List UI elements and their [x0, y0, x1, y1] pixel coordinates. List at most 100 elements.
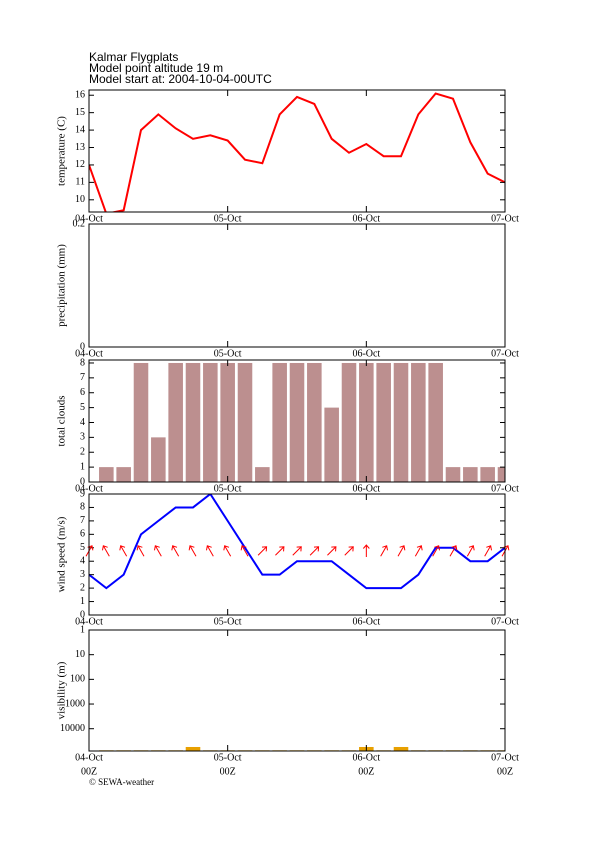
x-tick-label: 00Z [81, 766, 97, 777]
y-tick-label: 0 [80, 341, 85, 352]
bar [393, 362, 409, 482]
x-tick-label: 04-Oct [75, 213, 103, 224]
bar [341, 362, 357, 482]
bar [237, 362, 253, 482]
wind-arrow [188, 545, 197, 557]
wind-arrow [119, 545, 128, 557]
bar [480, 467, 495, 482]
y-tick-label: 8 [80, 357, 85, 368]
y-tick-label: 16 [75, 90, 85, 101]
wind-arrow [327, 546, 337, 556]
x-tick-label: 00Z [220, 766, 236, 777]
bar [445, 467, 461, 482]
x-tick-label: 07-Oct [491, 752, 519, 763]
x-tick-label: 06-Oct [352, 483, 380, 494]
bar [376, 362, 391, 482]
x-tick-label: 05-Oct [214, 213, 242, 224]
x-tick-label: 06-Oct [352, 348, 380, 359]
bar [497, 467, 505, 482]
y-tick-label: 5 [80, 402, 85, 413]
x-tick-label: 06-Oct [352, 616, 380, 627]
bar [324, 407, 339, 482]
wind-arrow [449, 545, 458, 557]
wind-arrow [205, 545, 214, 557]
y-tick-label: 8 [80, 502, 85, 513]
wind-arrow [397, 545, 406, 557]
wind-arrow [380, 545, 389, 557]
y-tick-label: 4 [80, 556, 85, 567]
y-tick-label: 10 [75, 194, 85, 205]
y-tick-label: 13 [75, 142, 85, 153]
wind-arrow [362, 544, 370, 557]
x-tick-label: 05-Oct [214, 752, 242, 763]
x-tick-label: 05-Oct [214, 483, 242, 494]
wind-arrow [414, 545, 423, 557]
y-tick-label: 0 [80, 476, 85, 487]
wind-arrow [136, 545, 145, 557]
wind-arrow [466, 545, 475, 557]
x-tick-label: 00Z [497, 766, 513, 777]
y-tick-label: 6 [80, 387, 85, 398]
x-tick-label: 05-Oct [214, 348, 242, 359]
bar [151, 437, 166, 482]
data-line [89, 92, 505, 212]
bar [428, 362, 443, 482]
x-tick-label: 07-Oct [491, 213, 519, 224]
bar [99, 467, 114, 482]
x-tick-label: 04-Oct [75, 483, 103, 494]
wind-arrow [223, 545, 232, 557]
footer: © SEWA-weather [89, 777, 154, 787]
y-axis-label: wind speed (m/s) [56, 516, 68, 592]
y-tick-label: 1000 [65, 698, 85, 709]
y-tick-label: 100 [70, 674, 85, 685]
bar [203, 362, 218, 482]
y-axis-label: total clouds [56, 395, 68, 446]
x-tick-label: 00Z [358, 766, 374, 777]
wind-arrow [484, 545, 493, 557]
y-tick-label: 7 [80, 372, 85, 383]
plot-area [99, 362, 505, 482]
y-tick-label: 10 [75, 649, 85, 660]
bar [133, 362, 149, 482]
bar [463, 467, 478, 482]
y-tick-label: 6 [80, 529, 85, 540]
x-tick-label: 04-Oct [75, 348, 103, 359]
wind-arrow [432, 545, 441, 557]
y-tick-label: 15 [75, 107, 85, 118]
bar [185, 362, 201, 482]
plot-area [99, 746, 505, 751]
wind-arrow [101, 545, 110, 557]
y-tick-label: 0.2 [73, 218, 86, 229]
plot-area [89, 92, 505, 212]
bar [220, 362, 235, 482]
y-tick-label: 2 [80, 582, 85, 593]
wind-arrow [344, 546, 354, 556]
header-line: Model start at: 2004-10-04-00UTC [89, 72, 272, 86]
wind-arrow [292, 546, 302, 556]
plot-frame [88, 359, 506, 483]
bar [272, 362, 287, 482]
y-tick-label: 10000 [60, 723, 85, 734]
y-axis-label: precipitation (mm) [56, 244, 68, 327]
x-tick-label: 04-Oct [75, 616, 103, 627]
plot-frame [88, 493, 506, 616]
wind-arrow [275, 546, 285, 556]
header-line: Model point altitude 19 m [89, 61, 223, 75]
plot-frame [88, 89, 506, 213]
x-tick-label: 07-Oct [491, 348, 519, 359]
x-tick-label: 05-Oct [214, 616, 242, 627]
y-axis-label: visibility (m) [56, 661, 68, 719]
y-tick-label: 7 [80, 515, 85, 526]
bar [116, 467, 131, 482]
bar [255, 467, 270, 482]
y-tick-label: 0 [80, 609, 85, 620]
bar [411, 362, 426, 482]
y-tick-label: 3 [80, 432, 85, 443]
y-tick-label: 2 [80, 447, 85, 458]
wind-arrow [309, 546, 320, 556]
x-tick-label: 06-Oct [352, 213, 380, 224]
y-tick-label: 12 [75, 159, 85, 170]
bar [185, 746, 201, 751]
wind-arrow [240, 545, 249, 557]
